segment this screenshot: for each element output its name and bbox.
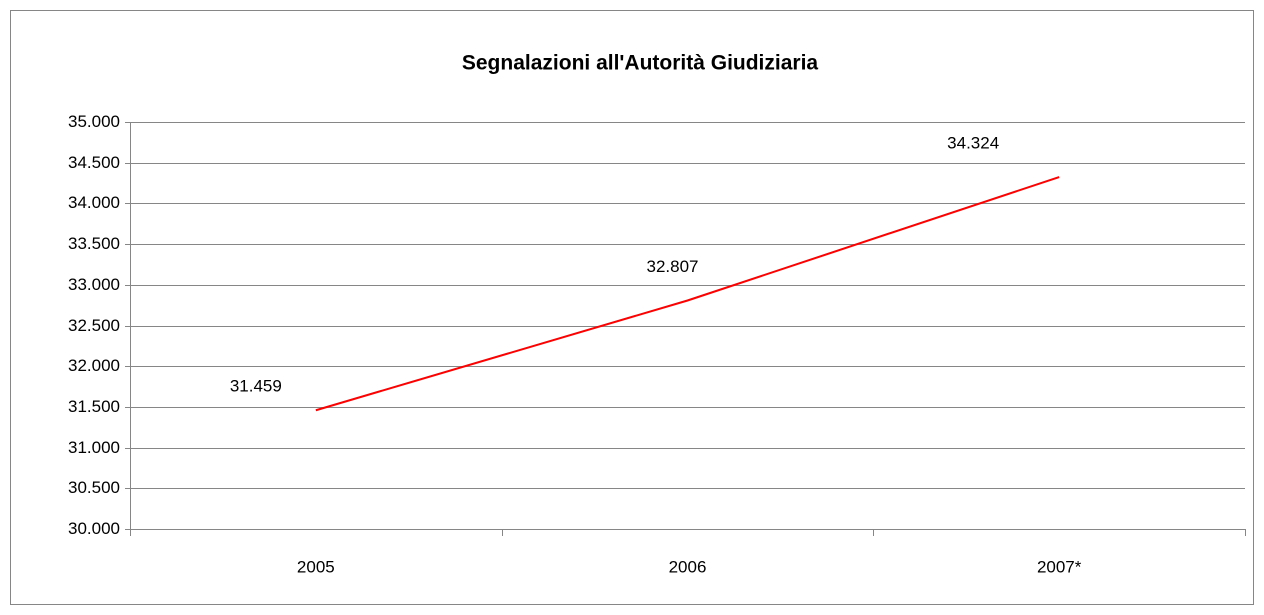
chart-title: Segnalazioni all'Autorità Giudiziaria [462,52,819,75]
chart-border [10,10,1254,605]
data-label: 32.807 [647,257,699,276]
y-tick-label: 32.500 [68,316,120,335]
y-tick-label: 34.000 [68,193,120,212]
y-tick-label: 32.000 [68,356,120,375]
y-tick-label: 33.500 [68,234,120,253]
y-tick-label: 33.000 [68,275,120,294]
data-label: 34.324 [947,134,999,153]
data-label: 31.459 [230,377,282,396]
y-tick-label: 30.000 [68,519,120,538]
x-tick-label: 2007* [1037,557,1082,576]
x-tick-label: 2006 [669,557,707,576]
y-tick-label: 35.000 [68,112,120,131]
y-tick-label: 30.500 [68,478,120,497]
data-line [315,176,1060,412]
y-tick-label: 31.000 [68,438,120,457]
y-tick-label: 34.500 [68,153,120,172]
x-tick-label: 2005 [297,557,335,576]
y-tick-label: 31.500 [68,397,120,416]
